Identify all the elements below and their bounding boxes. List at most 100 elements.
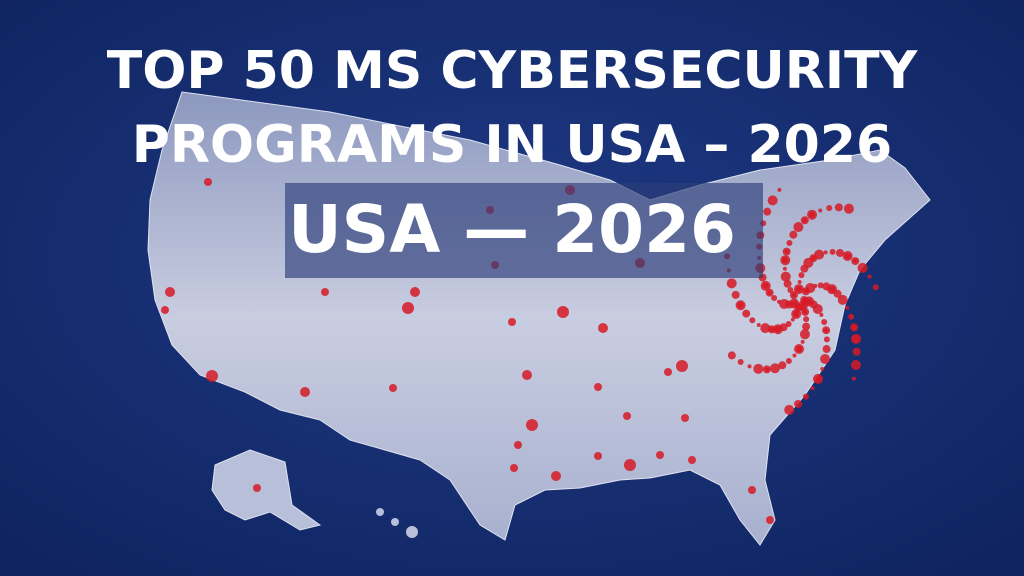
program-dot <box>737 358 744 365</box>
program-dot <box>820 367 825 372</box>
program-dot <box>508 318 516 326</box>
program-dot <box>792 353 797 358</box>
program-dot <box>598 323 608 333</box>
program-dots <box>161 178 879 524</box>
program-dot <box>804 296 815 307</box>
program-dot <box>767 195 778 206</box>
program-dot <box>551 471 561 481</box>
program-dot <box>389 384 397 392</box>
program-dot <box>782 247 791 256</box>
program-dot <box>823 250 828 255</box>
program-dot <box>803 316 810 323</box>
program-dot <box>805 282 816 293</box>
program-dot <box>780 271 791 282</box>
program-dot <box>742 309 751 318</box>
program-dot <box>822 326 831 335</box>
program-dot <box>817 282 824 289</box>
program-dot <box>772 324 783 335</box>
program-dot <box>681 414 689 422</box>
program-dot <box>526 419 538 431</box>
program-dot <box>815 375 822 382</box>
program-dot <box>800 302 807 309</box>
program-dot <box>801 307 810 316</box>
program-dot <box>664 368 672 376</box>
program-dot <box>410 287 420 297</box>
program-dot <box>763 207 772 216</box>
program-dot <box>822 345 831 354</box>
program-dot <box>770 363 781 374</box>
program-dot <box>850 323 859 332</box>
program-dot <box>782 266 787 271</box>
program-dot <box>623 412 631 420</box>
program-dot <box>853 258 858 263</box>
program-dot <box>872 284 879 291</box>
program-dot <box>785 357 792 364</box>
program-dot <box>842 250 853 261</box>
program-dot <box>624 459 636 471</box>
program-dot <box>857 262 868 273</box>
program-dot <box>808 211 815 218</box>
program-dot <box>819 312 824 317</box>
program-dot <box>779 298 790 309</box>
program-dot <box>795 286 802 293</box>
program-dot <box>321 288 329 296</box>
program-dot <box>731 290 740 299</box>
program-dot <box>813 283 818 288</box>
program-dot <box>829 248 836 255</box>
program-dot <box>765 367 770 372</box>
program-dot <box>814 249 825 260</box>
program-dot <box>727 351 736 360</box>
program-dot <box>789 230 798 239</box>
program-dot <box>850 360 861 371</box>
program-dot <box>811 256 816 261</box>
program-dot <box>812 304 823 315</box>
program-dot <box>823 336 830 343</box>
program-dot <box>161 306 169 314</box>
title-line: PROGRAMS IN USA – 2026 <box>132 115 892 175</box>
program-dot <box>510 464 518 472</box>
program-dot <box>747 364 752 369</box>
program-dot <box>835 248 844 257</box>
program-dot <box>848 313 855 320</box>
program-dot <box>402 302 414 314</box>
program-dot <box>799 329 810 340</box>
program-dot <box>784 404 795 415</box>
program-dot <box>165 287 175 297</box>
program-dot <box>766 516 774 524</box>
program-dot <box>790 317 795 322</box>
program-dot <box>676 360 688 372</box>
program-dot <box>802 322 811 331</box>
alaska <box>211 449 322 531</box>
program-dot <box>300 387 310 397</box>
program-dot <box>514 441 522 449</box>
program-dot <box>820 353 831 364</box>
program-dot <box>843 203 854 214</box>
program-dot <box>726 278 737 289</box>
program-dot <box>760 280 771 291</box>
hawaii <box>376 508 418 538</box>
banner-text: USA — 2026 <box>288 191 736 268</box>
program-dot <box>782 257 789 264</box>
program-dot <box>748 486 756 494</box>
program-dot <box>769 327 774 332</box>
program-dot <box>851 376 856 381</box>
program-dot <box>753 363 764 374</box>
program-dot <box>810 386 815 391</box>
program-dot <box>656 451 664 459</box>
program-dot <box>786 239 793 246</box>
program-dot <box>206 370 218 382</box>
program-dot <box>789 298 800 309</box>
program-dot <box>771 295 778 302</box>
program-dot <box>845 305 850 310</box>
program-dot <box>777 187 782 192</box>
program-dot <box>826 205 833 212</box>
program-dot <box>837 294 848 305</box>
program-dot <box>794 399 803 408</box>
program-dot <box>802 393 809 400</box>
program-dot <box>594 452 602 460</box>
program-dot <box>735 300 746 311</box>
program-dot <box>522 370 532 380</box>
program-dot <box>802 218 807 223</box>
